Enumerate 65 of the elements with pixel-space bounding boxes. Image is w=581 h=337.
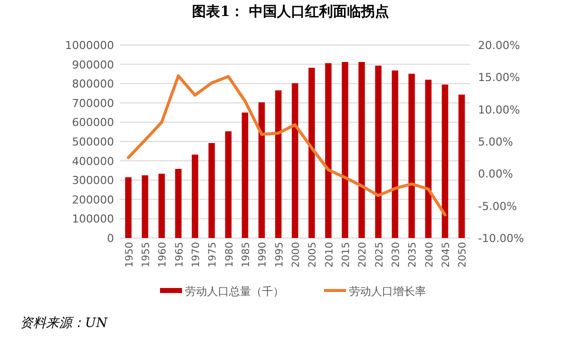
x-tick-label: 1950 <box>124 242 136 268</box>
x-tick-label: 2035 <box>408 242 419 268</box>
y-tick-label: 100000 <box>72 212 114 226</box>
x-tick-label: 2000 <box>291 242 302 268</box>
y-tick-label: 300000 <box>72 174 114 188</box>
text: 资料来源：UN <box>20 316 108 331</box>
x-tick-label: 1985 <box>241 242 252 268</box>
x-tick-label: 2045 <box>441 242 452 268</box>
x-tick-label: 1955 <box>141 242 152 268</box>
y-tick-label: 500000 <box>72 136 114 148</box>
bar <box>125 177 132 238</box>
y-tick-label: 1000000 <box>65 39 114 52</box>
bar <box>242 112 248 238</box>
y2-tick-label: -5.00% <box>478 200 517 213</box>
y2-tick-label: 15.00% <box>478 71 520 84</box>
bar <box>425 80 432 238</box>
x-tick-label: 2030 <box>391 242 402 268</box>
bar <box>175 168 182 238</box>
bar <box>325 63 332 238</box>
x-tick-label: 2025 <box>374 242 386 268</box>
y-tick-label: 0 <box>107 232 114 245</box>
bar <box>142 175 148 238</box>
x-tick-label: 2015 <box>341 242 352 268</box>
x-tick-label: 1970 <box>191 242 202 268</box>
x-tick-label: 1990 <box>258 242 269 268</box>
y2-tick-label: -10.00% <box>478 232 524 245</box>
bar <box>342 62 348 238</box>
bar <box>258 102 265 238</box>
x-tick-label: 2010 <box>324 242 336 268</box>
y-tick-label: 800000 <box>72 78 114 91</box>
y2-tick-label: 20.00% <box>478 39 520 52</box>
bar <box>442 84 448 238</box>
legend-label: 劳动人口增长率 <box>349 285 426 298</box>
bar <box>458 94 465 238</box>
y-tick-label: 700000 <box>72 96 114 110</box>
y2-tick-label: 10.00% <box>478 103 520 116</box>
legend-label: 劳动人口总量（千） <box>185 285 284 298</box>
x-tick-label: 2005 <box>308 242 319 268</box>
y2-tick-label: 5.00% <box>478 136 513 148</box>
bar <box>208 143 215 238</box>
line-series <box>126 74 446 216</box>
bar <box>225 131 232 238</box>
bar <box>375 66 382 238</box>
y2-tick-label: 0.00% <box>478 168 513 181</box>
bar <box>158 174 165 238</box>
bar <box>392 70 398 238</box>
bar <box>408 74 415 238</box>
y-tick-label: 900000 <box>72 58 114 72</box>
y-tick-label: 600000 <box>72 116 114 130</box>
x-tick-label: 2040 <box>424 242 436 268</box>
bar <box>192 154 198 238</box>
x-tick-label: 1965 <box>174 242 186 268</box>
y-tick-label: 200000 <box>72 193 114 206</box>
x-tick-label: 2050 <box>458 242 469 268</box>
x-tick-label: 1995 <box>274 242 286 268</box>
x-tick-label: 1975 <box>208 242 219 268</box>
bar <box>275 90 282 238</box>
chart-title: 图表1： 中国人口红利面临拐点 <box>192 4 389 20</box>
bar <box>292 83 298 238</box>
bar <box>358 62 365 238</box>
y-tick-label: 400000 <box>72 154 114 168</box>
x-tick-label: 2020 <box>358 242 369 268</box>
bar <box>308 68 315 238</box>
x-tick-label: 1960 <box>158 242 169 268</box>
x-tick-label: 1980 <box>224 242 236 268</box>
